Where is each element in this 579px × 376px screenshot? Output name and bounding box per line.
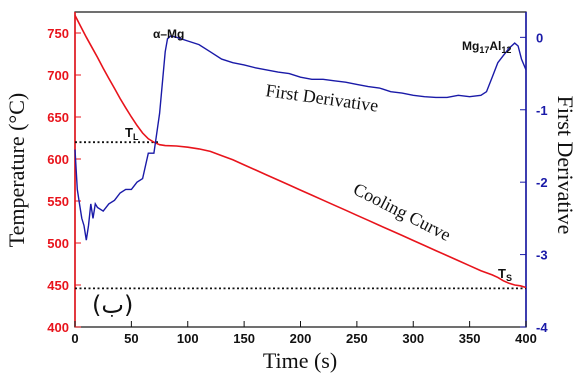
right-axis-title: First Derivative xyxy=(553,96,578,235)
tl-label: TL xyxy=(125,125,139,142)
right-tick-label: -1 xyxy=(536,103,548,118)
x-tick-label: 50 xyxy=(124,331,138,346)
left-tick-label: 750 xyxy=(47,26,69,41)
x-tick-label: 350 xyxy=(459,331,481,346)
x-tick-label: 0 xyxy=(71,331,78,346)
right-tick-label: -2 xyxy=(536,175,548,190)
right-axis-ticks: -4 -3 -2 -1 0 xyxy=(520,30,548,335)
x-axis-title: Time (s) xyxy=(263,348,337,373)
x-tick-label: 100 xyxy=(177,331,199,346)
panel-label: (ب) xyxy=(92,291,133,319)
ts-label: TS xyxy=(498,266,512,283)
plot-frame xyxy=(74,11,527,328)
x-tick-label: 150 xyxy=(233,331,255,346)
left-tick-label: 600 xyxy=(47,152,69,167)
left-tick-label: 700 xyxy=(47,68,69,83)
reference-lines xyxy=(75,141,526,290)
cooling-curve-series xyxy=(74,15,527,289)
right-tick-label: 0 xyxy=(536,30,543,45)
left-tick-label: 550 xyxy=(47,194,69,209)
x-tick-label: 250 xyxy=(346,331,368,346)
first-derivative-series xyxy=(74,35,527,241)
left-axis-ticks: 400 450 500 550 600 650 700 750 xyxy=(47,26,81,335)
alpha-mg-label: α–Mg xyxy=(153,27,184,41)
x-tick-label: 300 xyxy=(402,331,424,346)
right-tick-label: -3 xyxy=(536,248,548,263)
right-tick-label: -4 xyxy=(536,320,548,335)
left-tick-label: 500 xyxy=(47,236,69,251)
mg17al12-label: Mg17Al12 xyxy=(462,39,511,55)
x-tick-label: 400 xyxy=(515,331,537,346)
x-tick-label: 200 xyxy=(290,331,312,346)
left-tick-label: 400 xyxy=(47,320,69,335)
left-tick-label: 650 xyxy=(47,110,69,125)
x-axis-ticks: 0 50 100 150 200 250 300 350 400 xyxy=(71,321,537,346)
left-tick-label: 450 xyxy=(47,278,69,293)
left-axis-title: Temperature (°C) xyxy=(4,93,29,247)
